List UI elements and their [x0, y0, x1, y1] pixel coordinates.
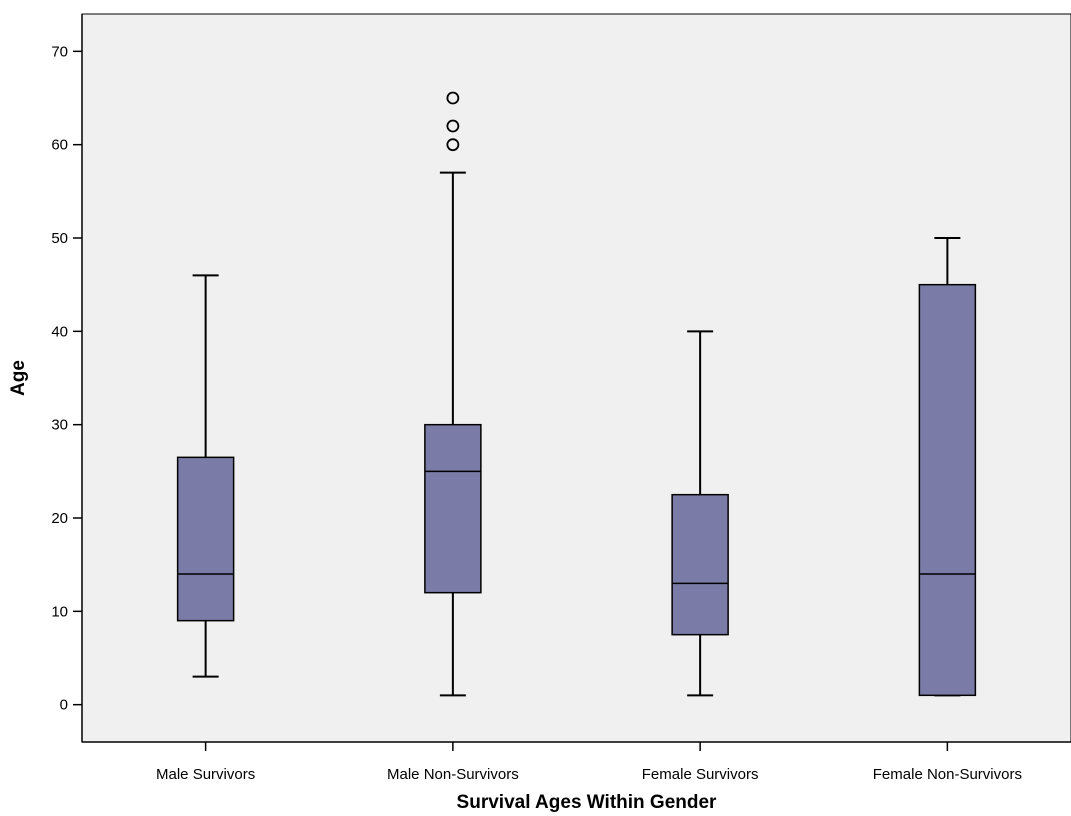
- iqr-box: [176, 456, 235, 622]
- x-tick-label: Female Survivors: [642, 766, 759, 783]
- box-group: [424, 91, 482, 697]
- y-tick-label: 30: [51, 417, 68, 434]
- y-tick-label: 20: [51, 510, 68, 527]
- x-tick-label: Female Non-Survivors: [873, 766, 1022, 783]
- y-tick-label: 70: [51, 43, 68, 60]
- y-tick-label: 50: [51, 230, 68, 247]
- chart-marks: [176, 91, 977, 697]
- plot-area: [81, 13, 1071, 743]
- iqr-box: [918, 283, 977, 697]
- iqr-box: [671, 493, 729, 636]
- x-axis-ticks: Male Survivors Male Non-Survivors Female S…: [156, 742, 1022, 783]
- box-group: [671, 330, 729, 697]
- outlier-point: [446, 91, 460, 105]
- x-tick-label: Male Survivors: [156, 766, 255, 783]
- x-tick-label: Male Non-Survivors: [387, 766, 519, 783]
- outlier-point: [446, 119, 460, 133]
- box-group: [918, 237, 977, 697]
- x-axis-title: Survival Ages Within Gender: [457, 792, 718, 813]
- iqr-box: [424, 423, 482, 594]
- y-tick-label: 10: [51, 603, 68, 620]
- y-tick-label: 0: [60, 697, 68, 714]
- outlier-point: [446, 138, 460, 152]
- y-tick-label: 40: [51, 323, 68, 340]
- y-axis-ticks: 0 10 20 30 40 50 60 70: [51, 43, 82, 714]
- y-tick-label: 60: [51, 137, 68, 154]
- box-group: [176, 274, 235, 678]
- y-axis-title: Age: [8, 360, 29, 396]
